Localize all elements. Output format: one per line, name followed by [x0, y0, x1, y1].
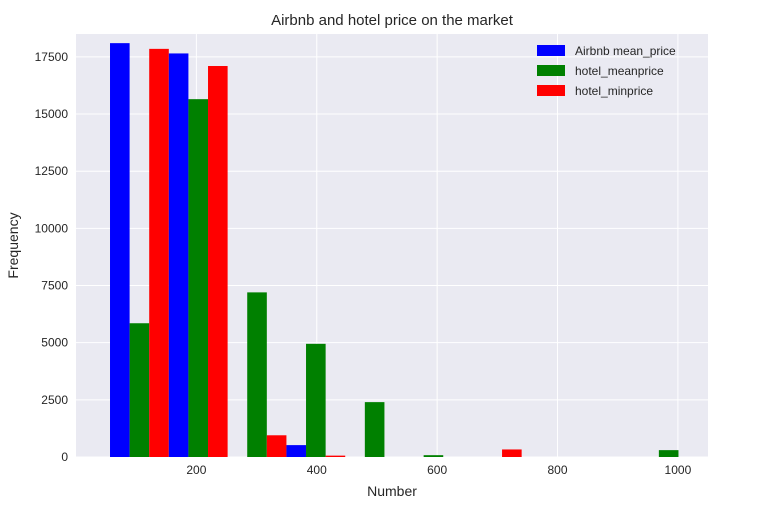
legend-label: hotel_meanprice [575, 64, 664, 78]
y-tick-label: 2500 [41, 393, 68, 407]
bar [188, 99, 209, 458]
bar [149, 48, 169, 458]
x-tick-label: 400 [307, 463, 327, 477]
bar [364, 402, 385, 457]
legend-swatch [537, 45, 565, 56]
bar [286, 445, 307, 457]
bar [247, 292, 267, 457]
x-ticks: 200 400 600 800 1000 [186, 463, 691, 477]
legend-label: Airbnb mean_price [575, 44, 676, 58]
y-tick-label: 12500 [35, 164, 69, 178]
bars [110, 43, 679, 458]
x-tick-label: 800 [548, 463, 568, 477]
bar [110, 43, 130, 458]
bar [423, 455, 444, 457]
x-tick-label: 1000 [665, 463, 692, 477]
x-tick-label: 200 [186, 463, 206, 477]
chart-title: Airbnb and hotel price on the market [271, 12, 514, 29]
legend-swatch [537, 65, 565, 76]
bar [266, 435, 287, 457]
y-ticks: 0 2500 5000 7500 10000 12500 15000 17500 [35, 50, 69, 464]
y-tick-label: 5000 [41, 336, 68, 350]
legend-label: hotel_minprice [575, 84, 653, 98]
x-tick-label: 600 [427, 463, 447, 477]
y-tick-label: 7500 [41, 279, 68, 293]
y-tick-label: 10000 [35, 221, 69, 235]
bar [325, 455, 346, 457]
y-tick-label: 0 [61, 450, 68, 464]
y-axis-label: Frequency [5, 212, 21, 278]
bar [306, 343, 326, 457]
y-tick-label: 17500 [35, 50, 69, 64]
legend: Airbnb mean_price hotel_meanprice hotel_mi… [537, 44, 676, 98]
bar [129, 323, 150, 457]
x-axis-label: Number [367, 483, 417, 499]
bar [658, 450, 679, 457]
y-tick-label: 15000 [35, 107, 69, 121]
bar [208, 66, 228, 458]
bar [168, 53, 189, 458]
legend-swatch [537, 85, 565, 96]
bar [502, 449, 522, 457]
